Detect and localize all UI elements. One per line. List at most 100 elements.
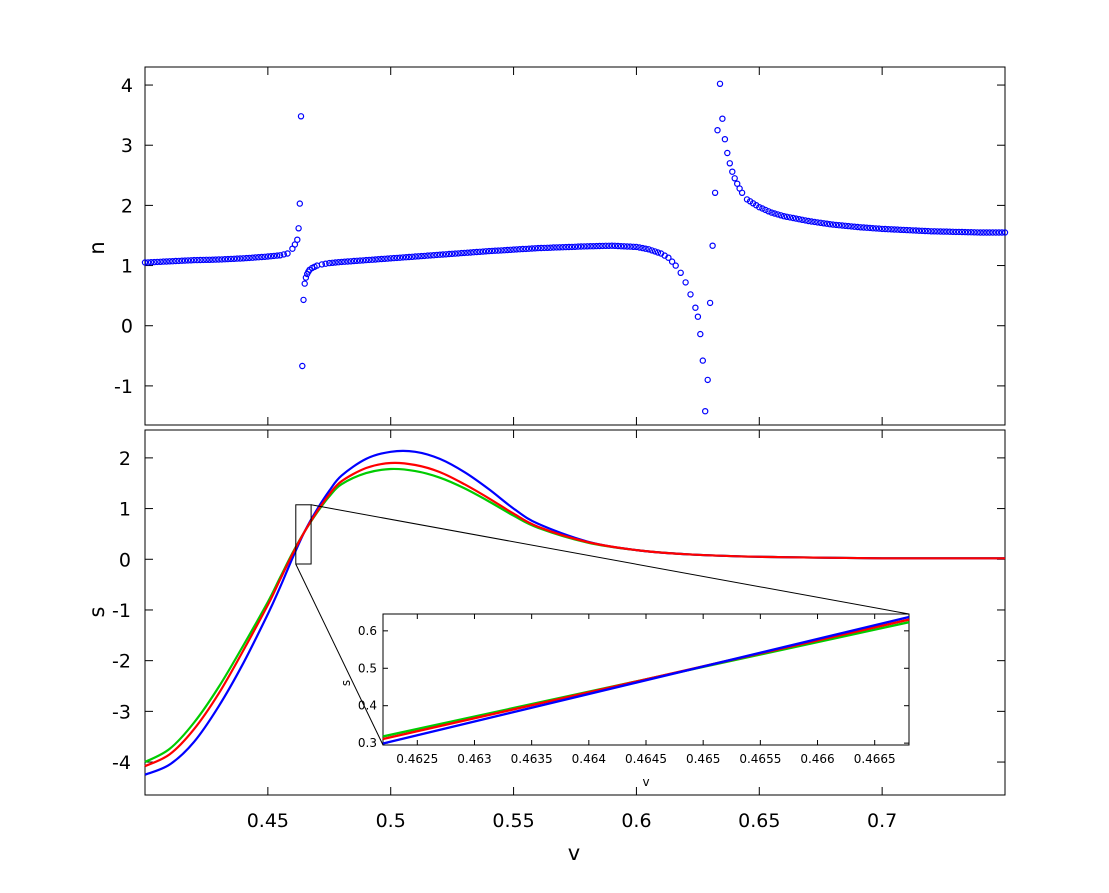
scatter-point	[501, 246, 508, 254]
scatter-point	[964, 228, 972, 236]
scatter-point	[467, 249, 474, 256]
scatter-point	[958, 228, 966, 236]
scatter-point	[504, 246, 511, 254]
scatter-point	[516, 245, 523, 253]
scatter-point	[611, 242, 619, 249]
scatter-point	[617, 242, 625, 250]
scatter-point	[706, 299, 714, 307]
scatter-point	[568, 243, 576, 251]
scatter-point	[491, 247, 499, 254]
scatter-point	[534, 244, 542, 252]
scatter-point	[624, 243, 631, 250]
scatter-point	[891, 226, 898, 233]
scatter-point	[556, 244, 563, 251]
scatter-point	[236, 255, 244, 262]
scatter-point	[974, 229, 981, 236]
scatter-point	[519, 245, 527, 253]
x-tick-label: 0.464	[572, 752, 606, 766]
scatter-point	[765, 208, 772, 215]
scatter-point	[550, 244, 557, 251]
inset-series-line	[382, 615, 910, 745]
scatter-point	[845, 222, 852, 230]
x-tick-label: 0.55	[492, 810, 534, 832]
scatter-point	[645, 246, 652, 253]
scatter-point	[439, 251, 447, 258]
scatter-point	[160, 258, 167, 265]
x-tick-label: 0.4665	[854, 752, 896, 766]
scatter-point	[608, 242, 616, 249]
scatter-point	[682, 279, 689, 286]
scatter-point	[209, 256, 216, 263]
scatter-point	[915, 227, 923, 234]
scatter-point	[848, 223, 855, 230]
zoom-indicator	[295, 504, 910, 746]
x-tick-label: 0.65	[738, 810, 780, 832]
scatter-point	[378, 255, 385, 263]
scatter-point	[614, 242, 622, 250]
scatter-point	[577, 243, 585, 250]
scatter-point	[796, 215, 803, 223]
scatter-point	[393, 254, 401, 262]
top-y-axis-label: n	[85, 241, 109, 254]
scatter-point	[648, 247, 656, 254]
scatter-point	[909, 227, 917, 234]
scatter-point	[925, 227, 932, 235]
scatter-point	[470, 248, 477, 256]
scatter-point	[362, 256, 370, 264]
scatter-point	[596, 242, 603, 250]
scatter-point	[445, 250, 453, 258]
scatter-point	[792, 215, 800, 222]
scatter-point	[243, 254, 250, 262]
x-tick-label: 0.7	[867, 810, 897, 832]
bottom-x-axis-label: v	[568, 841, 580, 865]
bottom-y-axis-label: s	[85, 607, 109, 618]
scatter-point	[273, 252, 281, 259]
scatter-point	[528, 245, 536, 252]
scatter-point	[808, 218, 815, 225]
scatter-point	[768, 209, 775, 216]
scatter-point	[605, 242, 613, 249]
scatter-point	[510, 246, 517, 253]
bottom-line-series	[144, 449, 1005, 776]
scatter-point	[396, 254, 404, 261]
scatter-point	[677, 269, 684, 276]
scatter-point	[154, 258, 161, 266]
scatter-point	[291, 241, 299, 248]
scatter-point	[934, 228, 941, 235]
scatter-point	[372, 256, 379, 263]
scatter-point	[479, 248, 487, 255]
scatter-point	[175, 257, 182, 265]
scatter-point	[851, 223, 858, 230]
y-tick-label: -3	[112, 701, 131, 723]
inset-y-axis-label: s	[339, 680, 353, 686]
scatter-point	[302, 274, 310, 281]
scatter-point	[387, 255, 394, 262]
scatter-point	[405, 253, 413, 261]
scatter-point	[866, 224, 874, 232]
series-line	[144, 461, 1005, 768]
scatter-point	[734, 180, 741, 187]
scatter-point	[820, 220, 828, 227]
scatter-point	[971, 229, 978, 236]
x-tick-label: 0.463	[457, 752, 491, 766]
scatter-point	[366, 256, 373, 264]
y-tick-label: -4	[112, 752, 131, 774]
y-tick-label: 0.3	[358, 736, 377, 750]
scatter-point	[495, 247, 502, 254]
scatter-point	[952, 228, 960, 236]
scatter-point	[206, 256, 213, 263]
scatter-point	[233, 255, 241, 262]
scatter-point	[141, 259, 149, 266]
scatter-point	[799, 216, 806, 223]
scatter-point	[829, 221, 837, 228]
scatter-point	[835, 221, 843, 229]
scatter-point	[427, 252, 434, 259]
scatter-point	[949, 228, 957, 235]
zoom-connector-line	[295, 563, 384, 746]
scatter-point	[418, 252, 425, 260]
zoom-box	[295, 504, 312, 565]
scatter-point	[212, 256, 219, 263]
scatter-point	[709, 242, 716, 249]
scatter-point	[906, 226, 914, 234]
